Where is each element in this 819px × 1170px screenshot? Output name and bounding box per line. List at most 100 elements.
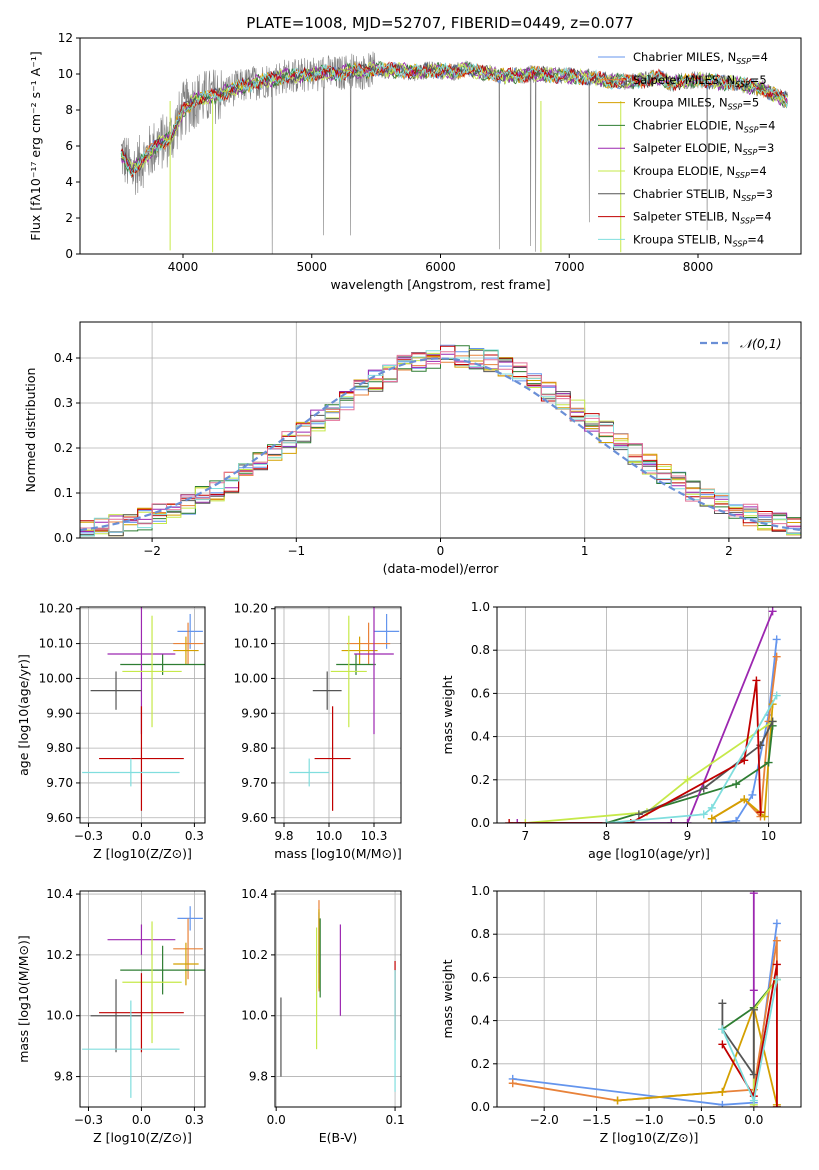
weight-marker [752,676,761,685]
weight-marker [772,652,781,661]
y-tick-label: 12 [58,31,73,45]
x-tick-label: 9.8 [274,829,293,843]
legend-label: Chabrier STELIB, NSSP=3 [633,187,773,203]
y-tick-label: 0.8 [471,643,490,657]
plot-area [280,900,396,1092]
y-tick-label: 9.80 [46,741,73,755]
y-tick-label: 0.3 [54,396,73,410]
x-tick-label: −2 [143,544,161,558]
weight-line [721,964,778,1107]
weight-line [606,725,774,823]
x-tick-label: 10 [761,829,776,843]
axes-frame [496,606,802,824]
y-tick-label: 10.20 [39,602,73,616]
y-tick-label: 9.60 [241,811,268,825]
weight-marker [718,999,727,1008]
weight-marker [760,812,769,821]
weight-marker [740,795,749,804]
y-tick-label: 0.0 [54,531,73,545]
x-tick-label: 10.0 [316,829,343,843]
weight-line [606,695,778,823]
spectrum-model-line [120,62,788,177]
weight-line [617,1004,778,1106]
x-tick-label: 5000 [296,260,327,274]
weight-marker [602,819,611,823]
weight-marker [699,810,708,819]
y-tick-label: 9.90 [46,706,73,720]
x-tick-label: 0 [437,544,445,558]
plot-area [80,344,801,537]
y-tick-label: 10.20 [234,602,268,616]
legend-label: Kroupa ELODIE, NSSP=4 [633,164,767,180]
y-tick-label: 2 [65,211,73,225]
weight-marker [749,1070,758,1079]
x-tick-label: 0.3 [185,1113,204,1127]
axes-frame [274,890,402,1108]
weight-marker [718,1040,727,1049]
x-axis-label: Z [log10(Z/Z⊙)] [93,846,192,861]
spectrum-legend: Chabrier MILES, NSSP=4 Salpeter MILES, NS… [598,50,775,248]
y-tick-label: 10.4 [46,887,73,901]
x-tick-label: −0.5 [687,1113,716,1127]
weight-line [517,610,774,823]
axes-frame [79,606,206,824]
x-tick-label: 8 [603,829,611,843]
figure-title: PLATE=1008, MJD=52707, FIBERID=0449, z=0… [246,14,633,32]
plot-area [505,607,781,823]
y-axis-label: mass [log10(M/M⊙)] [16,935,31,1063]
plot-area [120,51,789,254]
x-tick-label: 0.0 [132,1113,151,1127]
weight-marker [748,790,757,799]
y-tick-label: 0 [65,247,73,261]
legend-label: Salpeter MILES, NSSP=5 [633,73,767,89]
chart-spectrum: 4000 5000 6000 7000 8000 0 2 4 6 8 10 12 wavelength … [28,31,802,292]
spectrum-model-line [120,61,788,178]
weight-marker [707,814,716,823]
y-tick-label: 0.4 [471,730,490,744]
y-tick-label: 10.10 [234,637,268,651]
y-axis-label: mass weight [440,959,455,1038]
x-tick-label: 4000 [168,260,199,274]
weight-marker [764,758,773,767]
histogram-step [80,351,801,530]
weight-marker [749,986,758,995]
chart-mass_vs_Z: −0.3 0.0 0.3 9.8 10.0 10.2 10.4 Z [log10(Z/Z⊙)]… [16,887,206,1145]
y-tick-label: 10.00 [234,671,268,685]
axes-frame [274,606,402,824]
weight-marker [768,717,777,726]
plot-area [82,906,205,1098]
y-tick-label: 10 [58,67,73,81]
x-axis-label: (data-model)/error [383,561,500,576]
weight-marker [718,1087,727,1096]
x-tick-label: 6000 [425,260,456,274]
weight-marker [772,1103,781,1107]
legend-label: Kroupa STELIB, NSSP=4 [633,232,764,248]
x-axis-label: Z [log10(Z/Z⊙)] [93,1130,192,1145]
weight-marker [667,819,676,823]
weight-marker [749,891,758,898]
weight-marker [505,819,514,823]
x-tick-label: −1.0 [634,1113,663,1127]
weight-marker [772,975,781,984]
weight-marker [772,919,781,928]
chart-age_vs_mass: 9.8 10.0 10.3 9.60 9.70 9.80 9.90 10.00 10.10 10.… [234,602,402,861]
y-tick-label: 10.00 [39,671,73,685]
weight-marker [711,819,720,823]
y-tick-label: 4 [65,175,73,189]
y-tick-label: 10.2 [241,948,268,962]
legend-label: Salpeter ELODIE, NSSP=3 [633,141,774,157]
y-tick-label: 10.10 [39,637,73,651]
y-tick-label: 0.4 [471,1014,490,1028]
weight-marker [634,810,643,819]
y-tick-label: 9.70 [46,776,73,790]
x-axis-label: mass [log10(M/M⊙)] [274,846,402,861]
chart-mass_vs_ebv: 0.0 0.1 9.8 10.0 10.2 10.4 E(B-V) [241,887,404,1145]
weight-marker [521,819,530,823]
chart-mass_weight_vs_Z: −2.0 −1.5 −1.0 −0.5 0.0 0.0 0.2 0.4 0.6 0.8 1.0 Z [… [440,884,802,1145]
y-tick-label: 0.4 [54,351,73,365]
weight-marker [732,780,741,789]
weight-marker [508,1079,517,1088]
y-tick-label: 0.8 [471,927,490,941]
weight-marker [718,1100,727,1107]
